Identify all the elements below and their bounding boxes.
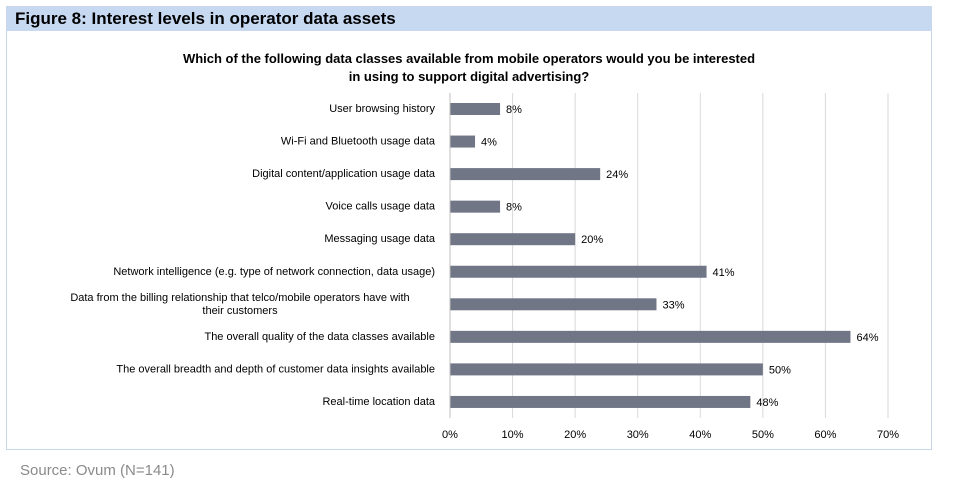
bar [450, 233, 576, 246]
category-label: Real-time location data [322, 396, 435, 408]
x-tick-label: 30% [627, 429, 649, 441]
figure-header-band: Figure 8: Interest levels in operator da… [7, 7, 931, 31]
bar [450, 200, 501, 213]
bar [450, 103, 501, 115]
bar [450, 265, 707, 278]
source-note: Source: Ovum (N=141) [20, 462, 175, 479]
bar [450, 298, 657, 311]
category-label: Data from the billing relationship that … [70, 292, 409, 304]
chart-question-line-1: Which of the following data classes avai… [182, 51, 756, 66]
category-label: Messaging usage data [324, 233, 436, 245]
category-label: Voice calls usage data [326, 201, 436, 213]
category-label: Network intelligence (e.g. type of netwo… [113, 266, 435, 278]
figure-panel: Figure 8: Interest levels in operator da… [6, 6, 932, 450]
bar-value-label: 48% [756, 397, 778, 409]
category-label: Digital content/application usage data [252, 168, 436, 180]
bar [450, 363, 763, 376]
chart-question-line-2: in using to support digital advertising? [348, 69, 590, 84]
figure-title: Figure 8: Interest levels in operator da… [15, 9, 396, 28]
bar-value-label: 41% [713, 267, 735, 279]
category-label: User browsing history [329, 103, 435, 115]
bar-value-label: 64% [856, 332, 878, 344]
bar-value-label: 24% [606, 169, 628, 181]
x-tick-label: 50% [752, 429, 774, 441]
bar-value-label: 33% [662, 299, 684, 311]
bar [450, 395, 751, 408]
bar [450, 330, 851, 343]
category-label: The overall breadth and depth of custome… [116, 363, 435, 375]
chart-question: Which of the following data classes avai… [7, 50, 931, 86]
bar-value-label: 8% [506, 104, 522, 116]
category-label: Wi-Fi and Bluetooth usage data [281, 136, 436, 148]
category-label: their customers [202, 305, 278, 317]
x-tick-label: 60% [814, 429, 836, 441]
x-tick-label: 10% [502, 429, 524, 441]
x-tick-label: 0% [442, 429, 458, 441]
bar-value-label: 8% [506, 202, 522, 214]
bar-value-label: 50% [769, 364, 791, 376]
x-tick-label: 40% [689, 429, 711, 441]
bar [450, 168, 601, 181]
bar-value-label: 20% [581, 234, 603, 246]
x-tick-label: 20% [564, 429, 586, 441]
bar [450, 135, 476, 148]
x-tick-label: 70% [877, 429, 899, 441]
category-label: The overall quality of the data classes … [204, 331, 435, 343]
bar-value-label: 4% [481, 137, 497, 149]
